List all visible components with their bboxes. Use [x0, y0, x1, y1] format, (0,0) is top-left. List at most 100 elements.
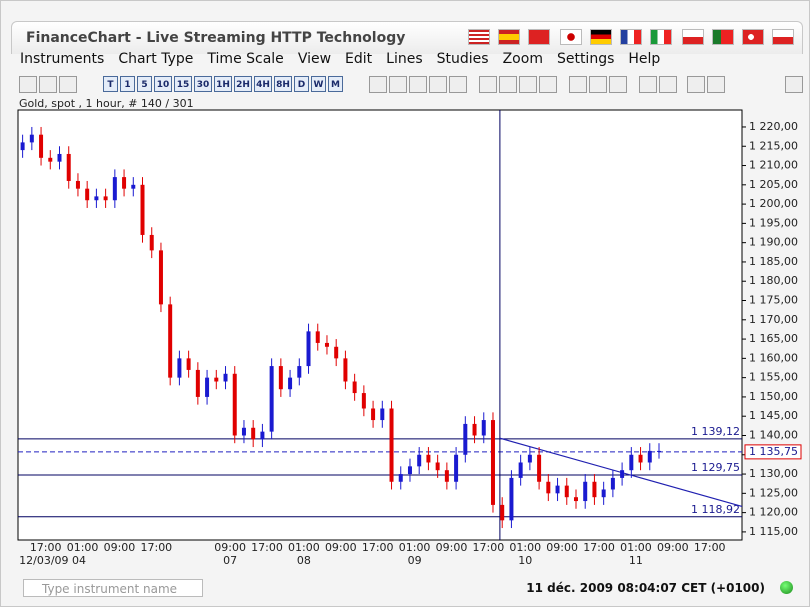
tool-icon[interactable]	[59, 76, 77, 93]
flag[interactable]	[682, 29, 704, 45]
timeframe-button[interactable]: 15	[174, 76, 192, 92]
flag[interactable]	[742, 29, 764, 45]
y-tick-label: 1 180,00	[749, 274, 798, 287]
instrument-info: Gold, spot , 1 hour, # 140 / 301	[19, 97, 194, 110]
candle-body	[251, 427, 256, 440]
date-tick-label: 12/03/09 04	[19, 554, 86, 567]
timeframe-button[interactable]: 2H	[234, 76, 252, 92]
x-tick-label: 17:00	[473, 541, 505, 554]
candle-body	[94, 196, 99, 201]
menu-item[interactable]: Edit	[345, 51, 373, 67]
candle-body	[122, 177, 127, 189]
y-tick-label: 1 215,00	[749, 139, 798, 152]
tool-icon[interactable]	[707, 76, 725, 93]
menu-item[interactable]: View	[297, 51, 332, 67]
candle-body	[269, 366, 274, 432]
candle-body	[610, 477, 615, 490]
tool-icon[interactable]	[479, 76, 497, 93]
candle-body	[112, 177, 117, 201]
flag[interactable]	[772, 29, 794, 45]
tool-icon[interactable]	[39, 76, 57, 93]
title-bar: FinanceChart - Live Streaming HTTP Techn…	[11, 21, 803, 54]
y-tick-label: 1 115,00	[749, 525, 798, 538]
timeframe-button[interactable]: W	[311, 76, 326, 92]
tool-icon[interactable]	[589, 76, 607, 93]
tool-icon[interactable]	[659, 76, 677, 93]
candle-body	[537, 454, 542, 482]
candle-body	[131, 184, 136, 189]
candle-body	[223, 373, 228, 382]
menu-item[interactable]: Chart Type	[118, 51, 194, 67]
tool-icon[interactable]	[519, 76, 537, 93]
timeframe-button[interactable]: 1H	[214, 76, 232, 92]
candle-body	[407, 466, 412, 475]
timeframe-button[interactable]: 30	[194, 76, 212, 92]
instrument-search[interactable]: Type instrument name	[23, 579, 203, 597]
flag[interactable]	[590, 29, 612, 45]
candle-body	[638, 454, 643, 463]
timeframe-button[interactable]: D	[294, 76, 309, 92]
menu-item[interactable]: Instruments	[20, 51, 105, 67]
candle-body	[380, 408, 385, 421]
candle-body	[371, 408, 376, 421]
menu-item[interactable]: Settings	[556, 51, 615, 67]
menu-item[interactable]: Studies	[436, 51, 489, 67]
y-tick-label: 1 220,00	[749, 120, 798, 133]
candle-body	[177, 358, 182, 378]
tool-icon[interactable]	[449, 76, 467, 93]
tool-icon[interactable]	[389, 76, 407, 93]
candle-body	[426, 454, 431, 463]
candle-body	[343, 358, 348, 382]
line-label: 1 118,92	[691, 503, 740, 516]
flag[interactable]	[650, 29, 672, 45]
flag[interactable]	[468, 29, 490, 45]
candle-body	[186, 358, 191, 370]
date-tick-label: 08	[297, 554, 311, 567]
candle-body	[518, 462, 523, 478]
timeframe-button[interactable]: T	[103, 76, 118, 92]
tool-icon[interactable]	[639, 76, 657, 93]
candle-body	[389, 408, 394, 482]
timeframe-button[interactable]: 10	[154, 76, 172, 92]
tool-icon[interactable]	[499, 76, 517, 93]
x-tick-label: 01:00	[509, 541, 541, 554]
tool-icon[interactable]	[539, 76, 557, 93]
candle-body	[435, 462, 440, 471]
y-tick-label: 1 165,00	[749, 332, 798, 345]
flag[interactable]	[712, 29, 734, 45]
y-tick-label: 1 160,00	[749, 351, 798, 364]
y-tick-label: 1 200,00	[749, 197, 798, 210]
tool-icon[interactable]	[409, 76, 427, 93]
tool-icon[interactable]	[609, 76, 627, 93]
datetime: 11 déc. 2009 08:04:07 CET (+0100)	[526, 581, 765, 595]
menu-item[interactable]: Help	[628, 51, 661, 67]
timeframe-button[interactable]: 4H	[254, 76, 272, 92]
y-tick-label: 1 120,00	[749, 506, 798, 519]
flag[interactable]	[560, 29, 582, 45]
timeframe-button[interactable]: 1	[120, 76, 135, 92]
tool-icon[interactable]	[429, 76, 447, 93]
candle-body	[361, 393, 366, 409]
candle-body	[149, 234, 154, 251]
x-tick-label: 17:00	[362, 541, 394, 554]
tool-icon[interactable]	[369, 76, 387, 93]
tool-icon[interactable]	[687, 76, 705, 93]
x-tick-label: 17:00	[30, 541, 62, 554]
tool-icon[interactable]	[19, 76, 37, 93]
tool-icon[interactable]	[569, 76, 587, 93]
timeframe-button[interactable]: 8H	[274, 76, 292, 92]
candle-body	[481, 420, 486, 436]
candle-body	[48, 157, 53, 162]
x-tick-label: 09:00	[546, 541, 578, 554]
timeframe-button[interactable]: M	[328, 76, 343, 92]
y-tick-label: 1 195,00	[749, 216, 798, 229]
flag[interactable]	[498, 29, 520, 45]
candle-body	[168, 304, 173, 378]
flag[interactable]	[620, 29, 642, 45]
menu-item[interactable]: Time Scale	[207, 51, 284, 67]
menu-item[interactable]: Lines	[386, 51, 423, 67]
flag[interactable]	[528, 29, 550, 45]
timeframe-button[interactable]: 5	[137, 76, 152, 92]
menu-item[interactable]: Zoom	[502, 51, 543, 67]
tool-icon[interactable]	[785, 76, 803, 93]
